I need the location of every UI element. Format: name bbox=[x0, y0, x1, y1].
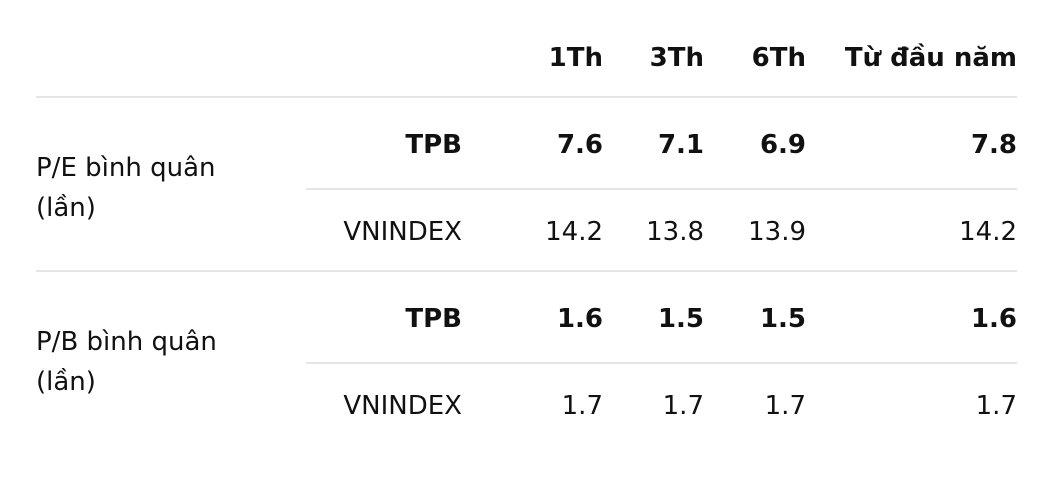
row-name: TPB bbox=[405, 304, 462, 334]
column-header: Từ đầu năm bbox=[844, 43, 1017, 73]
value-cell: 1.7 bbox=[561, 391, 603, 421]
value-cell: 6.9 bbox=[759, 130, 806, 160]
row-name: VNINDEX bbox=[343, 217, 462, 247]
group-label: P/B bình quân (lần) bbox=[36, 326, 217, 397]
value-cell: 1.7 bbox=[764, 391, 806, 421]
divider bbox=[306, 361, 1017, 364]
value-cell: 7.1 bbox=[657, 130, 704, 160]
value-cell: 1.6 bbox=[970, 304, 1017, 334]
value-cell: 14.2 bbox=[959, 217, 1017, 247]
value-cell: 14.2 bbox=[545, 217, 603, 247]
value-cell: 1.6 bbox=[556, 304, 603, 334]
divider bbox=[36, 270, 1017, 272]
value-cell: 13.9 bbox=[748, 217, 806, 247]
value-cell: 1.5 bbox=[657, 304, 704, 334]
column-header: 6Th bbox=[751, 43, 806, 73]
value-cell: 7.6 bbox=[556, 130, 603, 160]
value-cell: 1.5 bbox=[759, 304, 806, 334]
column-header: 1Th bbox=[548, 43, 603, 73]
row-name: VNINDEX bbox=[343, 391, 462, 421]
column-header: 3Th bbox=[649, 43, 704, 73]
value-cell: 1.7 bbox=[662, 391, 704, 421]
divider bbox=[306, 187, 1017, 190]
value-cell: 1.7 bbox=[975, 391, 1017, 421]
divider bbox=[36, 96, 1017, 98]
row-name: TPB bbox=[405, 130, 462, 160]
value-cell: 7.8 bbox=[970, 130, 1017, 160]
value-cell: 13.8 bbox=[646, 217, 704, 247]
group-label: P/E bình quân (lần) bbox=[36, 152, 216, 223]
